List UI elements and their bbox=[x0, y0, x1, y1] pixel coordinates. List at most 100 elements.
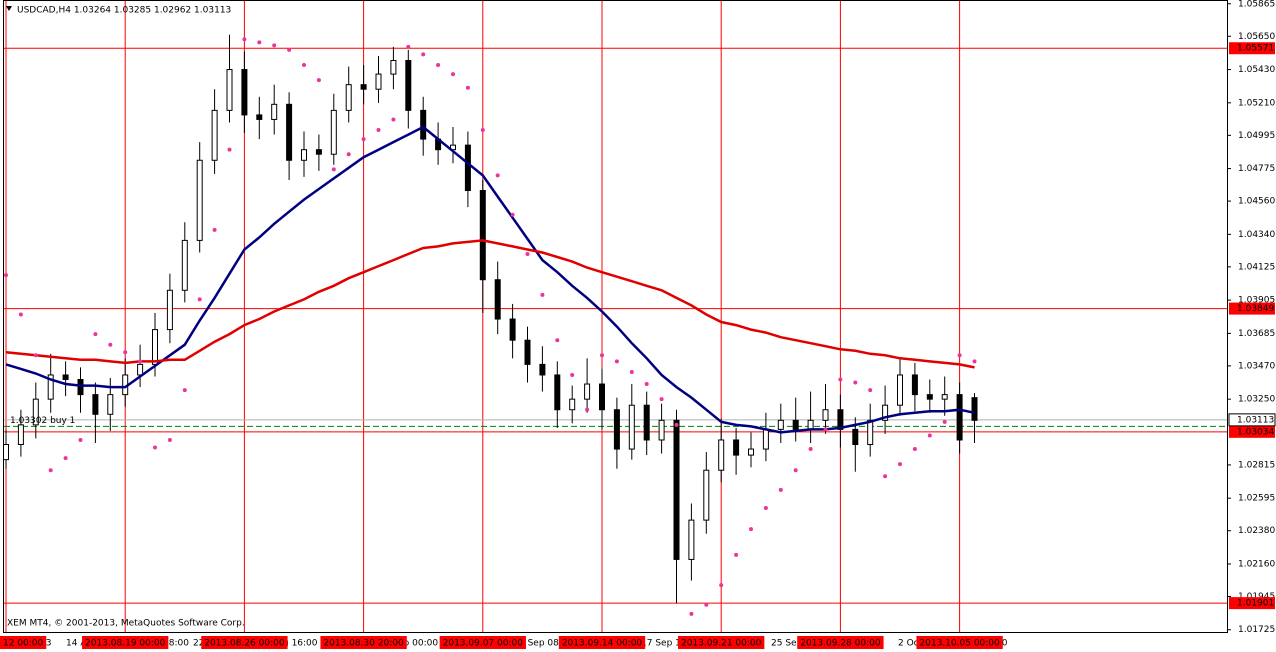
candle-body bbox=[166, 289, 173, 331]
sar-dot bbox=[406, 44, 411, 49]
candle-body bbox=[62, 374, 69, 381]
sar-dot bbox=[704, 602, 709, 607]
y-tick-label: 1.02815 bbox=[1238, 460, 1275, 470]
sar-dot bbox=[823, 427, 828, 432]
level-box bbox=[1229, 425, 1275, 438]
time-marker-box bbox=[320, 636, 407, 649]
plot-layer bbox=[3, 0, 1227, 632]
time-marker-label: 2013.09.14 00:00 bbox=[562, 639, 643, 649]
sar-dot bbox=[719, 583, 724, 588]
sar-dot bbox=[868, 388, 873, 393]
x-tick-label: 22 bbox=[193, 639, 204, 649]
candle-body bbox=[137, 363, 144, 376]
candle-body bbox=[315, 149, 322, 155]
sar-dot bbox=[272, 43, 277, 48]
candle-body bbox=[77, 379, 84, 396]
candle-body bbox=[301, 149, 307, 161]
sar-dot bbox=[451, 72, 455, 77]
time-marker-box bbox=[678, 636, 765, 649]
time-marker-label: 2013.09.28 00:00 bbox=[800, 639, 881, 649]
y-tick-label: 1.02160 bbox=[1238, 559, 1275, 569]
time-marker-label: 2013.09.21 00:00 bbox=[681, 639, 762, 649]
candle-body bbox=[181, 239, 188, 291]
sar-dot bbox=[331, 167, 336, 172]
candle-body bbox=[718, 439, 725, 471]
candle-body bbox=[539, 363, 546, 376]
y-tick-label: 1.05650 bbox=[1238, 32, 1275, 42]
y-tick-label: 1.02595 bbox=[1238, 494, 1275, 504]
sar-dot bbox=[93, 332, 98, 337]
sar-dot bbox=[227, 147, 232, 152]
sar-dot bbox=[4, 273, 8, 278]
sar-dot bbox=[614, 359, 619, 364]
sar-dot bbox=[808, 447, 813, 452]
chart-title: USDCAD,H4 1.03264 1.03285 1.02962 1.0311… bbox=[17, 6, 231, 16]
sar-dot bbox=[838, 377, 843, 382]
sar-dot bbox=[465, 85, 470, 90]
sar-dot bbox=[629, 369, 634, 374]
candle-body bbox=[524, 339, 531, 365]
candle-body bbox=[47, 374, 54, 400]
sar-dot bbox=[346, 152, 351, 157]
candle-body bbox=[330, 109, 337, 155]
candle-body bbox=[569, 398, 576, 411]
time-marker-box bbox=[0, 636, 47, 649]
sar-dot bbox=[778, 487, 783, 492]
sar-dot bbox=[480, 128, 485, 133]
candle-body bbox=[196, 159, 203, 241]
x-tick-label: 0 Sep 08: bbox=[519, 639, 562, 649]
sar-dot bbox=[123, 350, 128, 355]
y-tick-label: 1.04560 bbox=[1238, 197, 1275, 207]
sar-dot bbox=[421, 52, 426, 57]
x-tick-label: 17 Sep 1 bbox=[641, 639, 681, 649]
sar-dot bbox=[570, 372, 575, 377]
candle-body bbox=[375, 73, 382, 90]
candle-body bbox=[599, 383, 605, 411]
y-tick-label: 1.04340 bbox=[1238, 230, 1275, 240]
candle-body bbox=[882, 404, 889, 421]
candle-body bbox=[762, 428, 769, 450]
x-tick-label: 14 A bbox=[66, 639, 87, 649]
sar-dot bbox=[376, 128, 381, 133]
sar-dot bbox=[287, 47, 292, 52]
candle-body bbox=[911, 374, 918, 396]
candle-body bbox=[822, 409, 829, 421]
x-tick-label: ep 00:00 bbox=[398, 639, 438, 649]
candle-body bbox=[792, 419, 799, 430]
candle-body bbox=[420, 109, 427, 140]
candle-body bbox=[554, 374, 561, 411]
sar-dot bbox=[78, 437, 83, 442]
candle-body bbox=[688, 519, 695, 560]
candle-body bbox=[345, 84, 352, 111]
candle-body bbox=[852, 428, 859, 446]
sar-dot bbox=[585, 407, 590, 412]
sar-dot bbox=[495, 173, 500, 178]
sar-dot bbox=[927, 433, 932, 438]
moving-average bbox=[5, 125, 975, 434]
candle-body bbox=[703, 469, 710, 521]
sar-dot bbox=[302, 63, 306, 68]
y-tick-label: 1.03905 bbox=[1238, 296, 1275, 306]
candle-body bbox=[673, 419, 680, 560]
candle-body bbox=[211, 109, 218, 161]
sar-dot bbox=[18, 312, 23, 317]
y-tick-label: 1.04995 bbox=[1238, 131, 1275, 141]
plot-frame bbox=[3, 0, 1228, 633]
candle-body bbox=[643, 404, 650, 441]
level-label: 1.05571 bbox=[1237, 44, 1274, 54]
sar-dot bbox=[153, 445, 157, 450]
sar-dot bbox=[674, 422, 679, 427]
sar-dot bbox=[853, 380, 858, 385]
x-tick-label: 08:00 bbox=[163, 639, 189, 649]
sar-dot bbox=[763, 506, 768, 511]
sar-dot bbox=[33, 353, 38, 358]
y-tick-label: 1.01725 bbox=[1238, 625, 1275, 635]
candle-body bbox=[152, 329, 158, 365]
candle-body bbox=[286, 103, 293, 161]
candle-body bbox=[613, 409, 620, 450]
time-marker-label: 2013.10.05 00:00 bbox=[919, 639, 1000, 649]
level-box bbox=[1229, 302, 1275, 315]
x-tick-label: g 16:00 bbox=[283, 639, 318, 649]
candle-body bbox=[390, 59, 397, 75]
